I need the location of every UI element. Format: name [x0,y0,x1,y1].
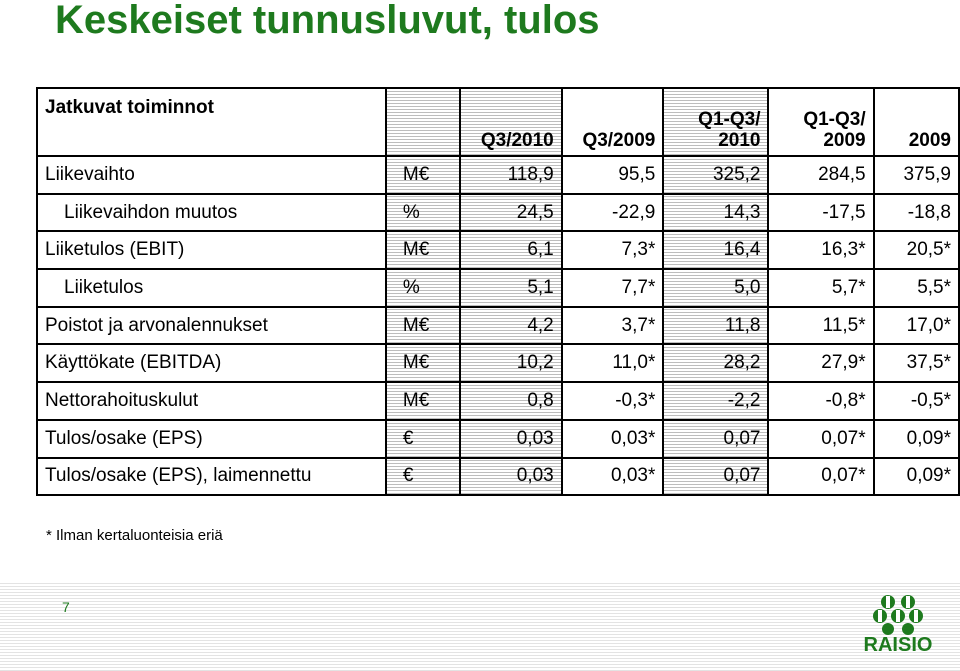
table-row: Liiketulos% 5,1 7,7* 5,0 5,7* 5,5* [36,268,960,308]
row-value: 3,7* [560,305,665,346]
row-value: 95,5 [560,155,665,195]
row-value: 16,3* [767,230,875,271]
row-value: 7,3* [560,230,665,271]
page-number: 7 [62,599,70,615]
row-label: Liikevaihdon muutos [36,192,387,233]
row-label: Käyttökate (EBITDA) [36,343,387,384]
row-unit: M€ [384,230,462,271]
row-value: 4,2 [459,305,563,346]
row-value: -0,5* [872,381,960,421]
row-value: 118,9 [459,155,563,195]
row-value: 24,5 [459,192,563,233]
row-value: 11,8 [662,305,770,346]
header-label: Jatkuvat toiminnot [36,87,387,157]
row-label: Liikevaihto [36,155,387,195]
page-title: Keskeiset tunnusluvut, tulos [55,0,600,42]
table-row: Poistot ja arvonalennukset M€ 4,2 3,7* 11,8 1… [36,305,960,346]
row-unit: € [384,418,462,459]
row-label: Tulos/osake (EPS), laimennettu [36,456,387,497]
table-row: Tulos/osake (EPS) €0,03 0,03* 0,07 0,07* 0,09… [36,418,960,459]
row-value: -18,8 [872,192,960,233]
header-q1q3-2009-line2: 2009 [823,130,866,151]
table-row: Tulos/osake (EPS), laimennettu €0,03 0,03*… [36,456,960,497]
row-value: 375,9 [872,155,960,195]
row-value: 27,9* [767,343,875,384]
row-value: 0,07 [662,456,770,497]
row-value: -0,3* [560,381,665,421]
row-value: 0,07* [767,418,875,459]
table-row: Liiketulos (EBIT) M€ 6,1 7,3* 16,4 16,3* 20,5* [36,230,960,271]
header-q1q3-2009: Q1-Q3/2009 [767,87,875,157]
row-value: 0,09* [872,418,960,459]
row-value: 5,0 [662,268,770,308]
row-unit: M€ [384,381,462,421]
row-value: 20,5* [872,230,960,271]
row-value: -0,8* [767,381,875,421]
row-value: 17,0* [872,305,960,346]
footnote: * Ilman kertaluonteisia eriä [46,527,223,544]
row-label: Tulos/osake (EPS) [36,418,387,459]
table-body: Liikevaihto M€ 118,9 95,5 325,2 284,5 375,9 Lii… [36,155,960,497]
raisio-logo: RAISIO [858,592,938,662]
row-unit: % [384,268,462,308]
row-value: 0,03 [459,456,563,497]
row-value: 11,0* [560,343,665,384]
row-value: 0,03* [560,456,665,497]
row-unit: % [384,192,462,233]
row-value: 0,07* [767,456,875,497]
row-value: 5,1 [459,268,563,308]
header-q3-2009: Q3/2009 [560,87,665,157]
table-row: Liikevaihto M€ 118,9 95,5 325,2 284,5 375,9 [36,155,960,195]
row-unit: M€ [384,343,462,384]
row-value: 6,1 [459,230,563,271]
row-value: 5,7* [767,268,875,308]
header-q3-2010: Q3/2010 [459,87,563,157]
row-value: 0,09* [872,456,960,497]
row-value: 10,2 [459,343,563,384]
row-label: Liiketulos (EBIT) [36,230,387,271]
header-unit [384,87,462,157]
row-value: 28,2 [662,343,770,384]
row-value: 5,5* [872,268,960,308]
row-value: 37,5* [872,343,960,384]
row-value: 284,5 [767,155,875,195]
row-value: 0,03* [560,418,665,459]
row-value: 325,2 [662,155,770,195]
header-q1q3-2010-line2: 2010 [718,130,761,151]
row-value: -22,9 [560,192,665,233]
row-value: 7,7* [560,268,665,308]
header-q1q3-2009-line1: Q1-Q3/ [803,109,866,130]
row-unit: € [384,456,462,497]
raisio-logo-text: RAISIO [863,634,933,656]
row-label: Liiketulos [36,268,387,308]
row-value: 16,4 [662,230,770,271]
row-value: -2,2 [662,381,770,421]
table-header-row: Jatkuvat toiminnot Q3/2010 Q3/2009 Q1-Q3… [36,87,960,157]
row-value: 14,3 [662,192,770,233]
row-label: Poistot ja arvonalennukset [36,305,387,346]
row-value: 0,07 [662,418,770,459]
row-unit: M€ [384,305,462,346]
header-q1q3-2010: Q1-Q3/2010 [662,87,770,157]
table-row: Liikevaihdon muutos% 24,5 -22,9 14,3 -17,5 -1… [36,192,960,233]
table-row: Käyttökate (EBITDA) M€ 10,2 11,0* 28,2 27,9* 3… [36,343,960,384]
row-value: 11,5* [767,305,875,346]
header-q1q3-2010-line1: Q1-Q3/ [698,109,761,130]
row-label: Nettorahoituskulut [36,381,387,421]
row-value: 0,03 [459,418,563,459]
row-value: 0,8 [459,381,563,421]
raisio-logo-icon [873,595,923,635]
row-value: -17,5 [767,192,875,233]
header-2009: 2009 [872,87,960,157]
footer-band [0,583,960,671]
row-unit: M€ [384,155,462,195]
table-row: Nettorahoituskulut M€ 0,8 -0,3* -2,2 -0,8* -0,… [36,381,960,421]
key-figures-table: Jatkuvat toiminnot Q3/2010 Q3/2009 Q1-Q3… [36,87,960,497]
